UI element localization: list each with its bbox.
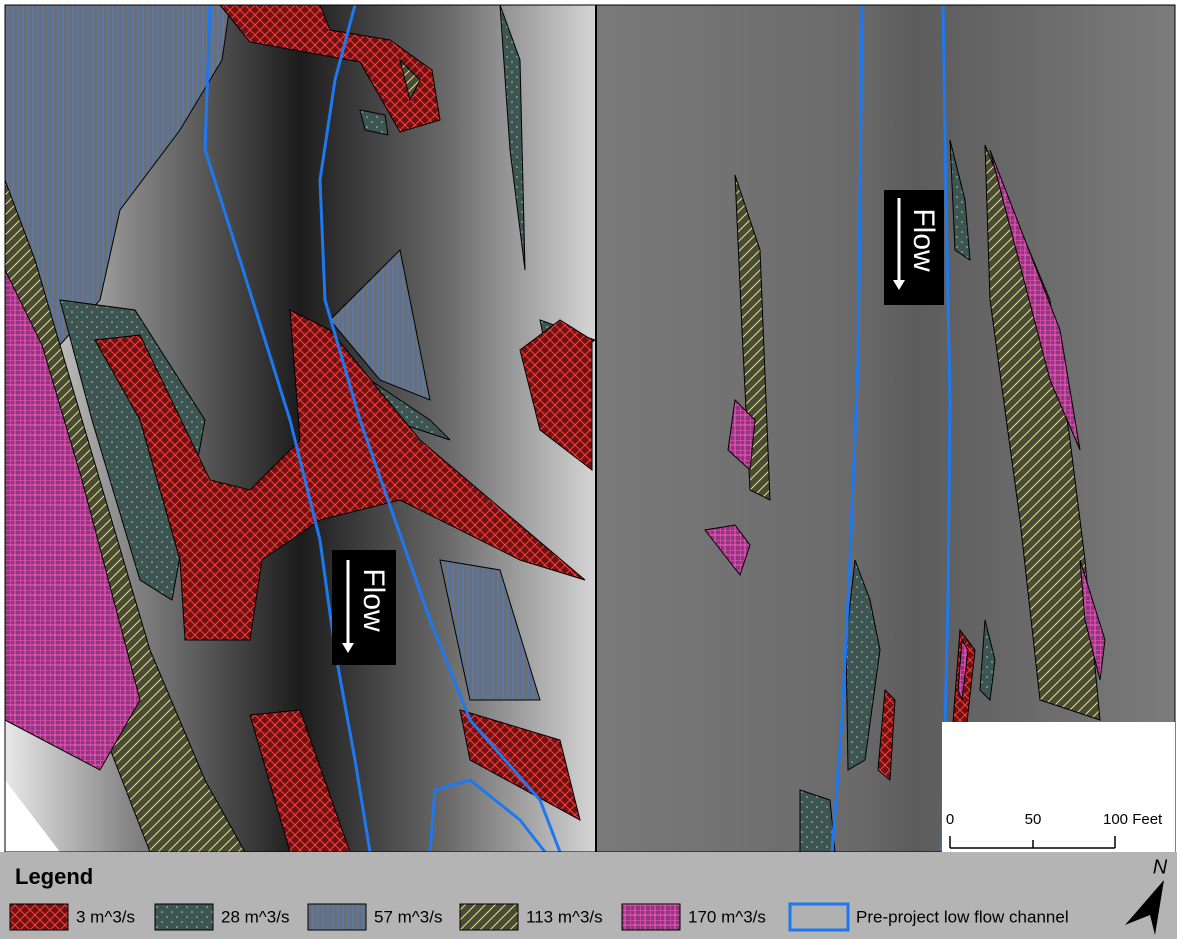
scale-label: 0 [946,811,954,828]
inundation-area [734,174,771,501]
flow-box [884,190,944,305]
inundation-area [499,5,526,271]
inundation-area [979,619,996,702]
low-flow-channel [203,5,372,852]
legend-label: 113 m^3/s [526,907,603,926]
low-flow-channel [830,5,864,852]
legend-label: 57 m^3/s [374,907,442,926]
inundation-area [399,58,421,102]
inundation-area [1079,559,1106,681]
flow-label: Flow [884,190,944,305]
inundation-area [519,319,593,472]
north-arrow-shape [1125,880,1164,935]
scale-bar-line [949,836,1116,849]
scale-label: 50 [1025,811,1042,828]
flow-text: Flow [357,568,390,632]
legend-swatch [307,903,367,931]
inundation-area [704,524,751,577]
inundation-area [949,139,971,261]
right-channel [830,5,952,852]
flow-text: Flow [907,208,940,272]
legend-swatch [788,902,850,932]
legend-label: 3 m^3/s [76,907,135,926]
low-flow-channel [940,5,952,852]
legend-swatch [459,903,519,931]
legend-swatch [621,903,681,931]
inundation-area [59,299,206,601]
panel-divider [595,5,597,852]
inundation-area [957,638,969,701]
flow-arrowhead [893,280,905,290]
inundation-area [94,309,586,641]
flow-label: Flow [332,550,396,665]
low-flow-channel [318,5,562,852]
inundation-area [219,5,441,133]
inundation-area [5,269,141,771]
scale-bar: 0 50 100 Feet [942,722,1175,852]
legend-label: 170 m^3/s [688,907,766,926]
flow-box [332,550,396,665]
inundation-area [359,109,389,136]
right-inundation-areas [704,139,1106,852]
legend-items: 3 m^3/s 28 m^3/s 57 m^3/s 113 m^3/s 170 m^3/… [9,902,1069,932]
flow-arrowhead [342,643,354,653]
legend-swatch [154,903,214,931]
legend-label: Pre-project low flow channel [856,907,1069,926]
left-channel [203,5,562,852]
scale-label: 100 Feet [1103,811,1163,828]
inundation-area [989,149,1081,451]
no-data-area [5,780,60,852]
left-inundation-areas [5,5,595,852]
inundation-area [727,398,756,472]
low-flow-channel [428,778,547,852]
legend-title: Legend [15,864,93,889]
inundation-area [439,559,541,701]
inundation-area [329,248,431,401]
inundation-area [249,709,351,852]
inundation-area [459,709,581,821]
inundation-area [799,789,836,852]
legend-label: 28 m^3/s [221,907,289,926]
scale-bar-box [942,722,1175,852]
north-arrow: N [1125,856,1168,935]
legend-swatch [9,903,69,931]
inundation-area [877,688,896,782]
north-label: N [1153,856,1168,878]
